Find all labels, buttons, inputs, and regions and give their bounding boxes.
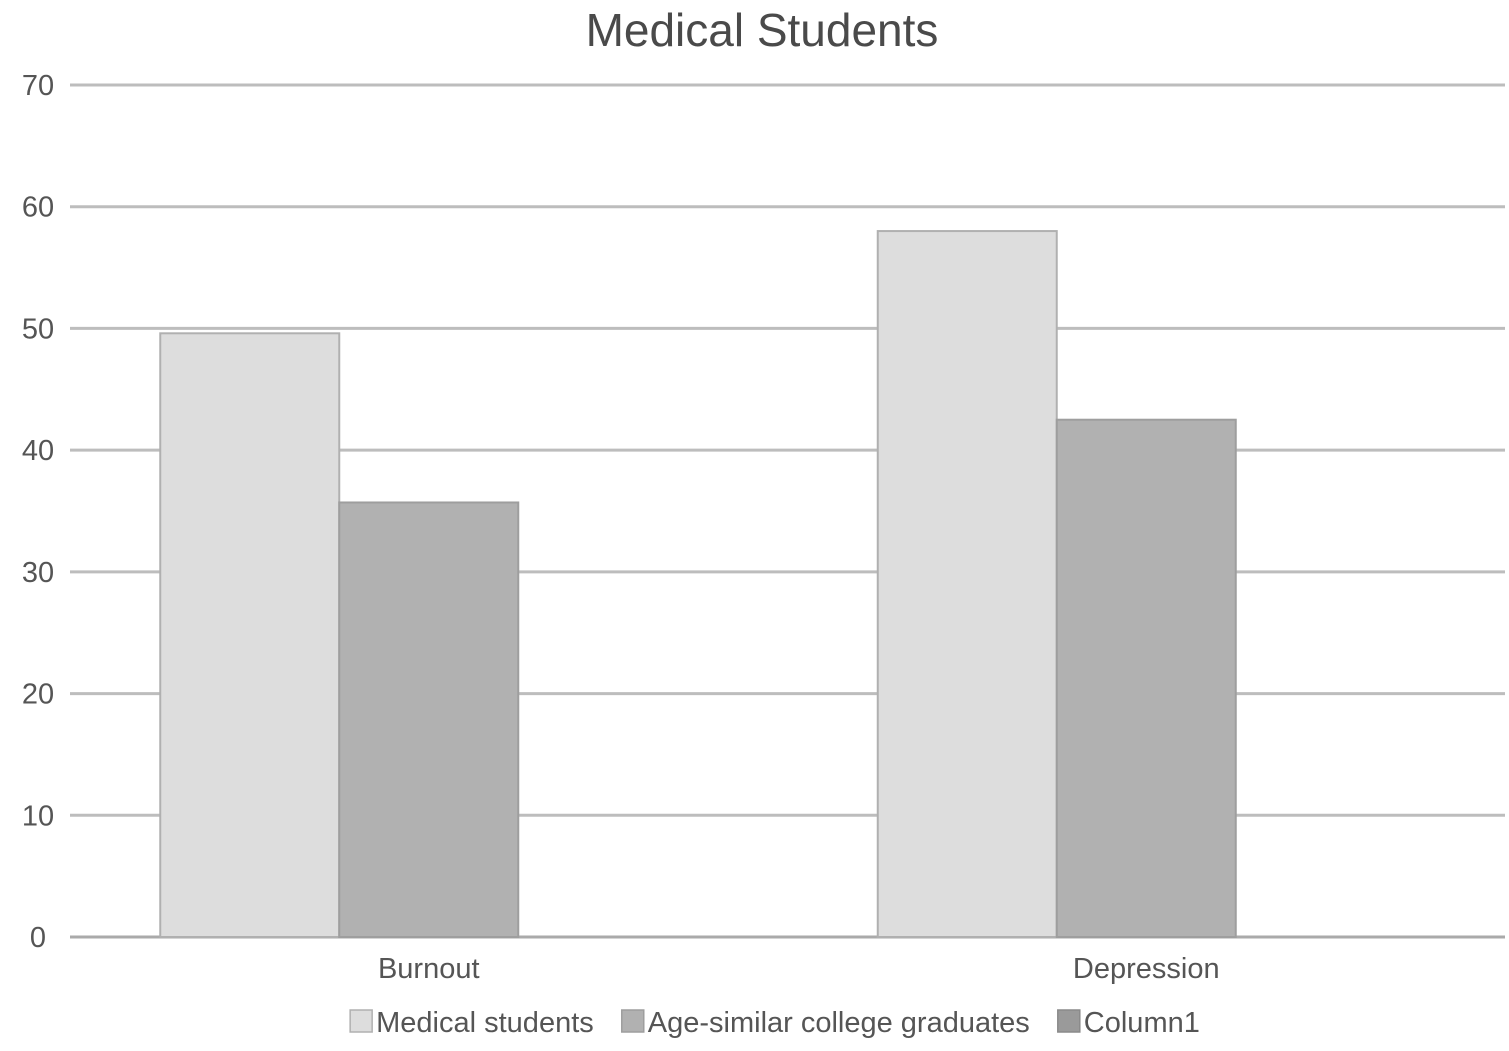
bar-1-depression — [876, 230, 1058, 939]
bar-1-burnout — [159, 332, 341, 939]
legend: Medical students Age-similar college grad… — [349, 1007, 1200, 1039]
legend-item: Age-similar college graduates — [621, 1007, 1030, 1039]
legend-label: Medical students — [376, 1007, 594, 1039]
y-tick-label: 10 — [22, 800, 54, 832]
bar-2-depression — [1055, 418, 1237, 938]
legend-item: Column1 — [1057, 1007, 1200, 1039]
legend-swatch — [1057, 1009, 1081, 1033]
legend-label: Column1 — [1084, 1007, 1200, 1039]
bar-2-burnout — [338, 501, 520, 938]
bars — [159, 230, 1237, 939]
x-category-label: Depression — [1073, 953, 1220, 985]
legend-swatch — [621, 1009, 645, 1033]
legend-item: Medical students — [349, 1007, 594, 1039]
x-category-label: Burnout — [378, 953, 480, 985]
legend-label: Age-similar college graduates — [648, 1007, 1030, 1039]
y-axis-ticks: 0 10 20 30 40 50 60 70 — [22, 70, 54, 954]
y-tick-label: 50 — [22, 313, 54, 345]
y-tick-label: 0 — [30, 922, 46, 954]
y-tick-label: 20 — [22, 679, 54, 711]
x-axis-categories: Burnout Depression — [378, 953, 1220, 985]
y-tick-label: 60 — [22, 192, 54, 224]
legend-swatch — [349, 1009, 373, 1033]
y-tick-label: 40 — [22, 435, 54, 467]
y-tick-label: 70 — [22, 70, 54, 102]
y-tick-label: 30 — [22, 557, 54, 589]
chart-title: Medical Students — [586, 4, 939, 56]
